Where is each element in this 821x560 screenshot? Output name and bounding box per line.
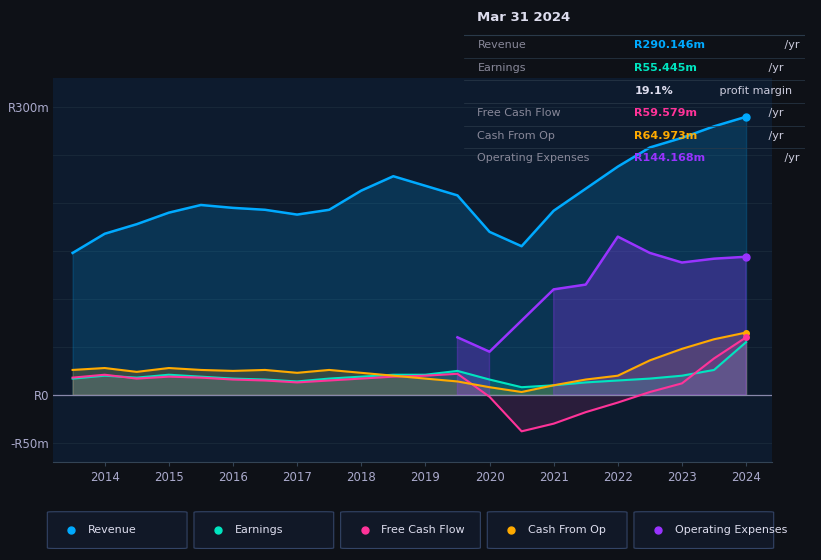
Text: R55.445m: R55.445m: [635, 63, 697, 73]
Text: Operating Expenses: Operating Expenses: [675, 525, 787, 535]
Text: Mar 31 2024: Mar 31 2024: [478, 11, 571, 24]
Text: Free Cash Flow: Free Cash Flow: [382, 525, 465, 535]
Text: R144.168m: R144.168m: [635, 153, 705, 164]
FancyBboxPatch shape: [48, 512, 187, 548]
Text: /yr: /yr: [765, 63, 783, 73]
Text: R59.579m: R59.579m: [635, 108, 697, 118]
Text: /yr: /yr: [765, 108, 783, 118]
Text: R290.146m: R290.146m: [635, 40, 705, 50]
Text: Earnings: Earnings: [235, 525, 283, 535]
FancyBboxPatch shape: [634, 512, 773, 548]
FancyBboxPatch shape: [488, 512, 627, 548]
Text: Free Cash Flow: Free Cash Flow: [478, 108, 561, 118]
Text: Revenue: Revenue: [88, 525, 137, 535]
Text: /yr: /yr: [782, 153, 800, 164]
Text: Operating Expenses: Operating Expenses: [478, 153, 589, 164]
Text: Revenue: Revenue: [478, 40, 526, 50]
Text: Cash From Op: Cash From Op: [528, 525, 606, 535]
Text: 19.1%: 19.1%: [635, 86, 673, 96]
Text: profit margin: profit margin: [716, 86, 792, 96]
FancyBboxPatch shape: [341, 512, 480, 548]
Text: /yr: /yr: [782, 40, 800, 50]
FancyBboxPatch shape: [194, 512, 333, 548]
Text: Cash From Op: Cash From Op: [478, 131, 555, 141]
Text: R64.973m: R64.973m: [635, 131, 698, 141]
Text: /yr: /yr: [765, 131, 783, 141]
Text: Earnings: Earnings: [478, 63, 526, 73]
